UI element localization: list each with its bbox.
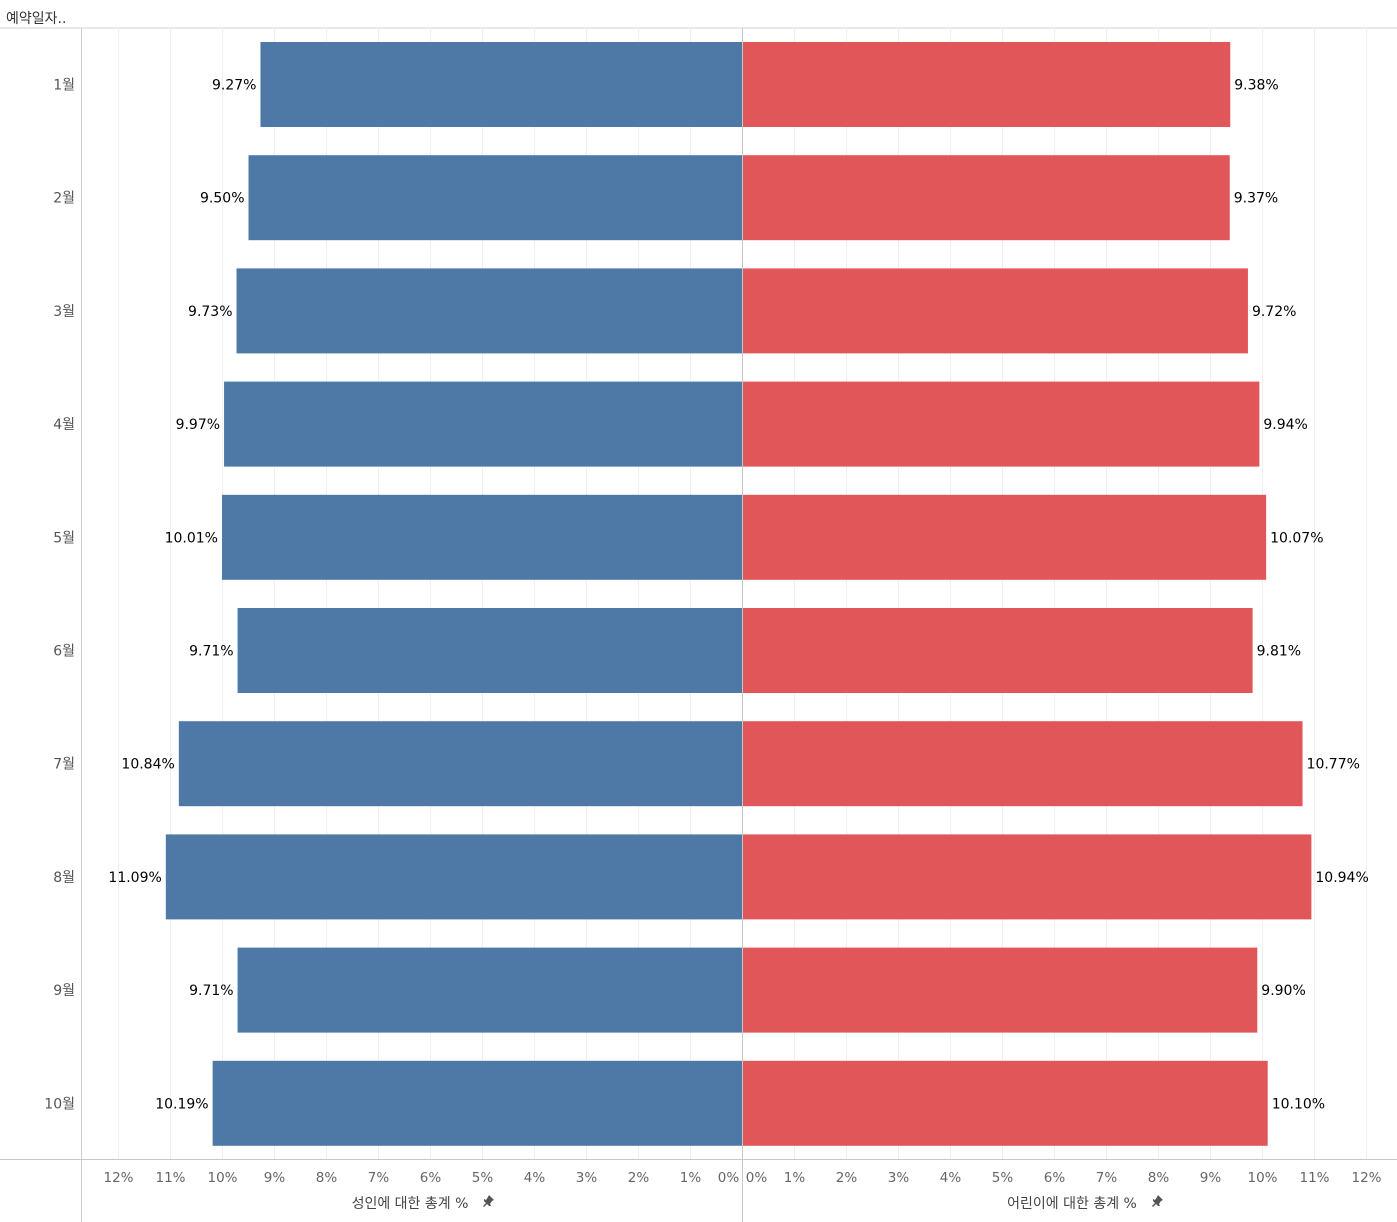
bar-child[interactable] xyxy=(742,1060,1268,1146)
tick-label-left: 1% xyxy=(680,1170,702,1186)
bar-child[interactable] xyxy=(742,381,1260,467)
tick-label-left: 4% xyxy=(524,1170,546,1186)
row-label: 2월 xyxy=(53,191,75,207)
tick-label-left: 5% xyxy=(472,1170,494,1186)
data-label-child: 9.37% xyxy=(1234,191,1278,207)
data-label-child: 10.07% xyxy=(1270,530,1323,546)
bar-adult[interactable] xyxy=(237,947,743,1033)
row-label: 9월 xyxy=(53,983,75,999)
bar-child[interactable] xyxy=(742,494,1267,580)
row-label: 8월 xyxy=(53,870,75,886)
tick-label-left: 7% xyxy=(368,1170,390,1186)
bar-child[interactable] xyxy=(742,721,1303,807)
data-labels: 9.27% 9.38% 9.50% 9.37% 9.73% 9.72% 9.97% 9.94%… xyxy=(108,78,1368,1113)
bar-adult[interactable] xyxy=(236,268,743,354)
tick-label-right: 8% xyxy=(1148,1170,1170,1186)
row-label: 7월 xyxy=(53,757,75,773)
tick-label-left: 8% xyxy=(316,1170,338,1186)
right-axis-title: 어린이에 대한 총계 % xyxy=(1007,1196,1137,1212)
data-label-adult: 9.97% xyxy=(176,417,220,433)
tick-label-right: 5% xyxy=(992,1170,1014,1186)
tick-label-left: 0% xyxy=(718,1170,740,1186)
bar-child[interactable] xyxy=(742,268,1248,354)
data-label-child: 9.38% xyxy=(1234,78,1278,94)
data-label-child: 10.77% xyxy=(1307,757,1360,773)
row-label: 3월 xyxy=(53,304,75,320)
axis-ticks: 0% 0% 1% 1% 2% 2% 3% 3% 4% 4% 5% 5% 6% 6% 7% 7% 8% 8% 9% 9%… xyxy=(103,1170,1381,1186)
row-label: 1월 xyxy=(53,78,75,94)
bar-adult[interactable] xyxy=(237,608,743,693)
tick-label-right: 2% xyxy=(836,1170,858,1186)
tick-label-right: 4% xyxy=(940,1170,962,1186)
bar-adult[interactable] xyxy=(178,721,743,807)
data-label-child: 9.94% xyxy=(1263,417,1307,433)
left-axis-title: 성인에 대한 총계 % xyxy=(352,1196,469,1212)
tick-label-left: 9% xyxy=(264,1170,286,1186)
bar-child[interactable] xyxy=(742,947,1258,1033)
bar-child[interactable] xyxy=(742,155,1230,241)
tick-label-left: 10% xyxy=(207,1170,237,1186)
data-label-child: 10.10% xyxy=(1272,1096,1325,1112)
tick-label-left: 2% xyxy=(628,1170,650,1186)
tick-label-right: 11% xyxy=(1299,1170,1329,1186)
tick-label-right: 6% xyxy=(1044,1170,1066,1186)
data-label-adult: 9.71% xyxy=(189,644,233,660)
bar-adult[interactable] xyxy=(212,1060,743,1146)
data-label-child: 9.72% xyxy=(1252,304,1296,320)
tick-label-right: 7% xyxy=(1096,1170,1118,1186)
data-label-child: 9.90% xyxy=(1261,983,1305,999)
bar-adult[interactable] xyxy=(260,42,743,127)
tick-label-left: 12% xyxy=(103,1170,133,1186)
bar-child[interactable] xyxy=(742,608,1253,693)
data-label-adult: 9.27% xyxy=(212,78,256,94)
data-label-adult: 11.09% xyxy=(108,870,161,886)
bar-adult[interactable] xyxy=(221,494,743,580)
row-label: 4월 xyxy=(53,417,75,433)
bar-child[interactable] xyxy=(742,42,1231,127)
row-labels: 1월 2월 3월 4월 5월 6월 7월 8월 9월 10월 xyxy=(44,78,75,1113)
bars-group xyxy=(165,42,1312,1146)
tick-label-right: 10% xyxy=(1247,1170,1277,1186)
tick-label-right: 9% xyxy=(1200,1170,1222,1186)
tick-label-left: 3% xyxy=(576,1170,598,1186)
bar-adult[interactable] xyxy=(224,381,743,467)
data-label-child: 9.81% xyxy=(1257,644,1301,660)
data-label-adult: 9.73% xyxy=(188,304,232,320)
bar-child[interactable] xyxy=(742,834,1312,920)
data-label-adult: 10.19% xyxy=(155,1096,208,1112)
pin-icon[interactable] xyxy=(483,1195,494,1207)
tick-label-left: 11% xyxy=(155,1170,185,1186)
data-label-adult: 9.71% xyxy=(189,983,233,999)
tick-label-right: 12% xyxy=(1351,1170,1381,1186)
row-label: 10월 xyxy=(44,1096,75,1112)
pin-icon[interactable] xyxy=(1152,1195,1163,1207)
tick-label-right: 0% xyxy=(746,1170,768,1186)
bar-adult[interactable] xyxy=(165,834,743,920)
tick-label-right: 1% xyxy=(784,1170,806,1186)
tick-label-left: 6% xyxy=(420,1170,442,1186)
data-label-adult: 10.01% xyxy=(165,530,218,546)
data-label-adult: 10.84% xyxy=(121,757,174,773)
dimension-header: 예약일자.. xyxy=(6,11,66,27)
row-label: 5월 xyxy=(53,530,75,546)
tick-label-right: 3% xyxy=(888,1170,910,1186)
data-label-child: 10.94% xyxy=(1315,870,1368,886)
row-label: 6월 xyxy=(53,644,75,660)
data-label-adult: 9.50% xyxy=(200,191,244,207)
bar-adult[interactable] xyxy=(248,155,743,241)
